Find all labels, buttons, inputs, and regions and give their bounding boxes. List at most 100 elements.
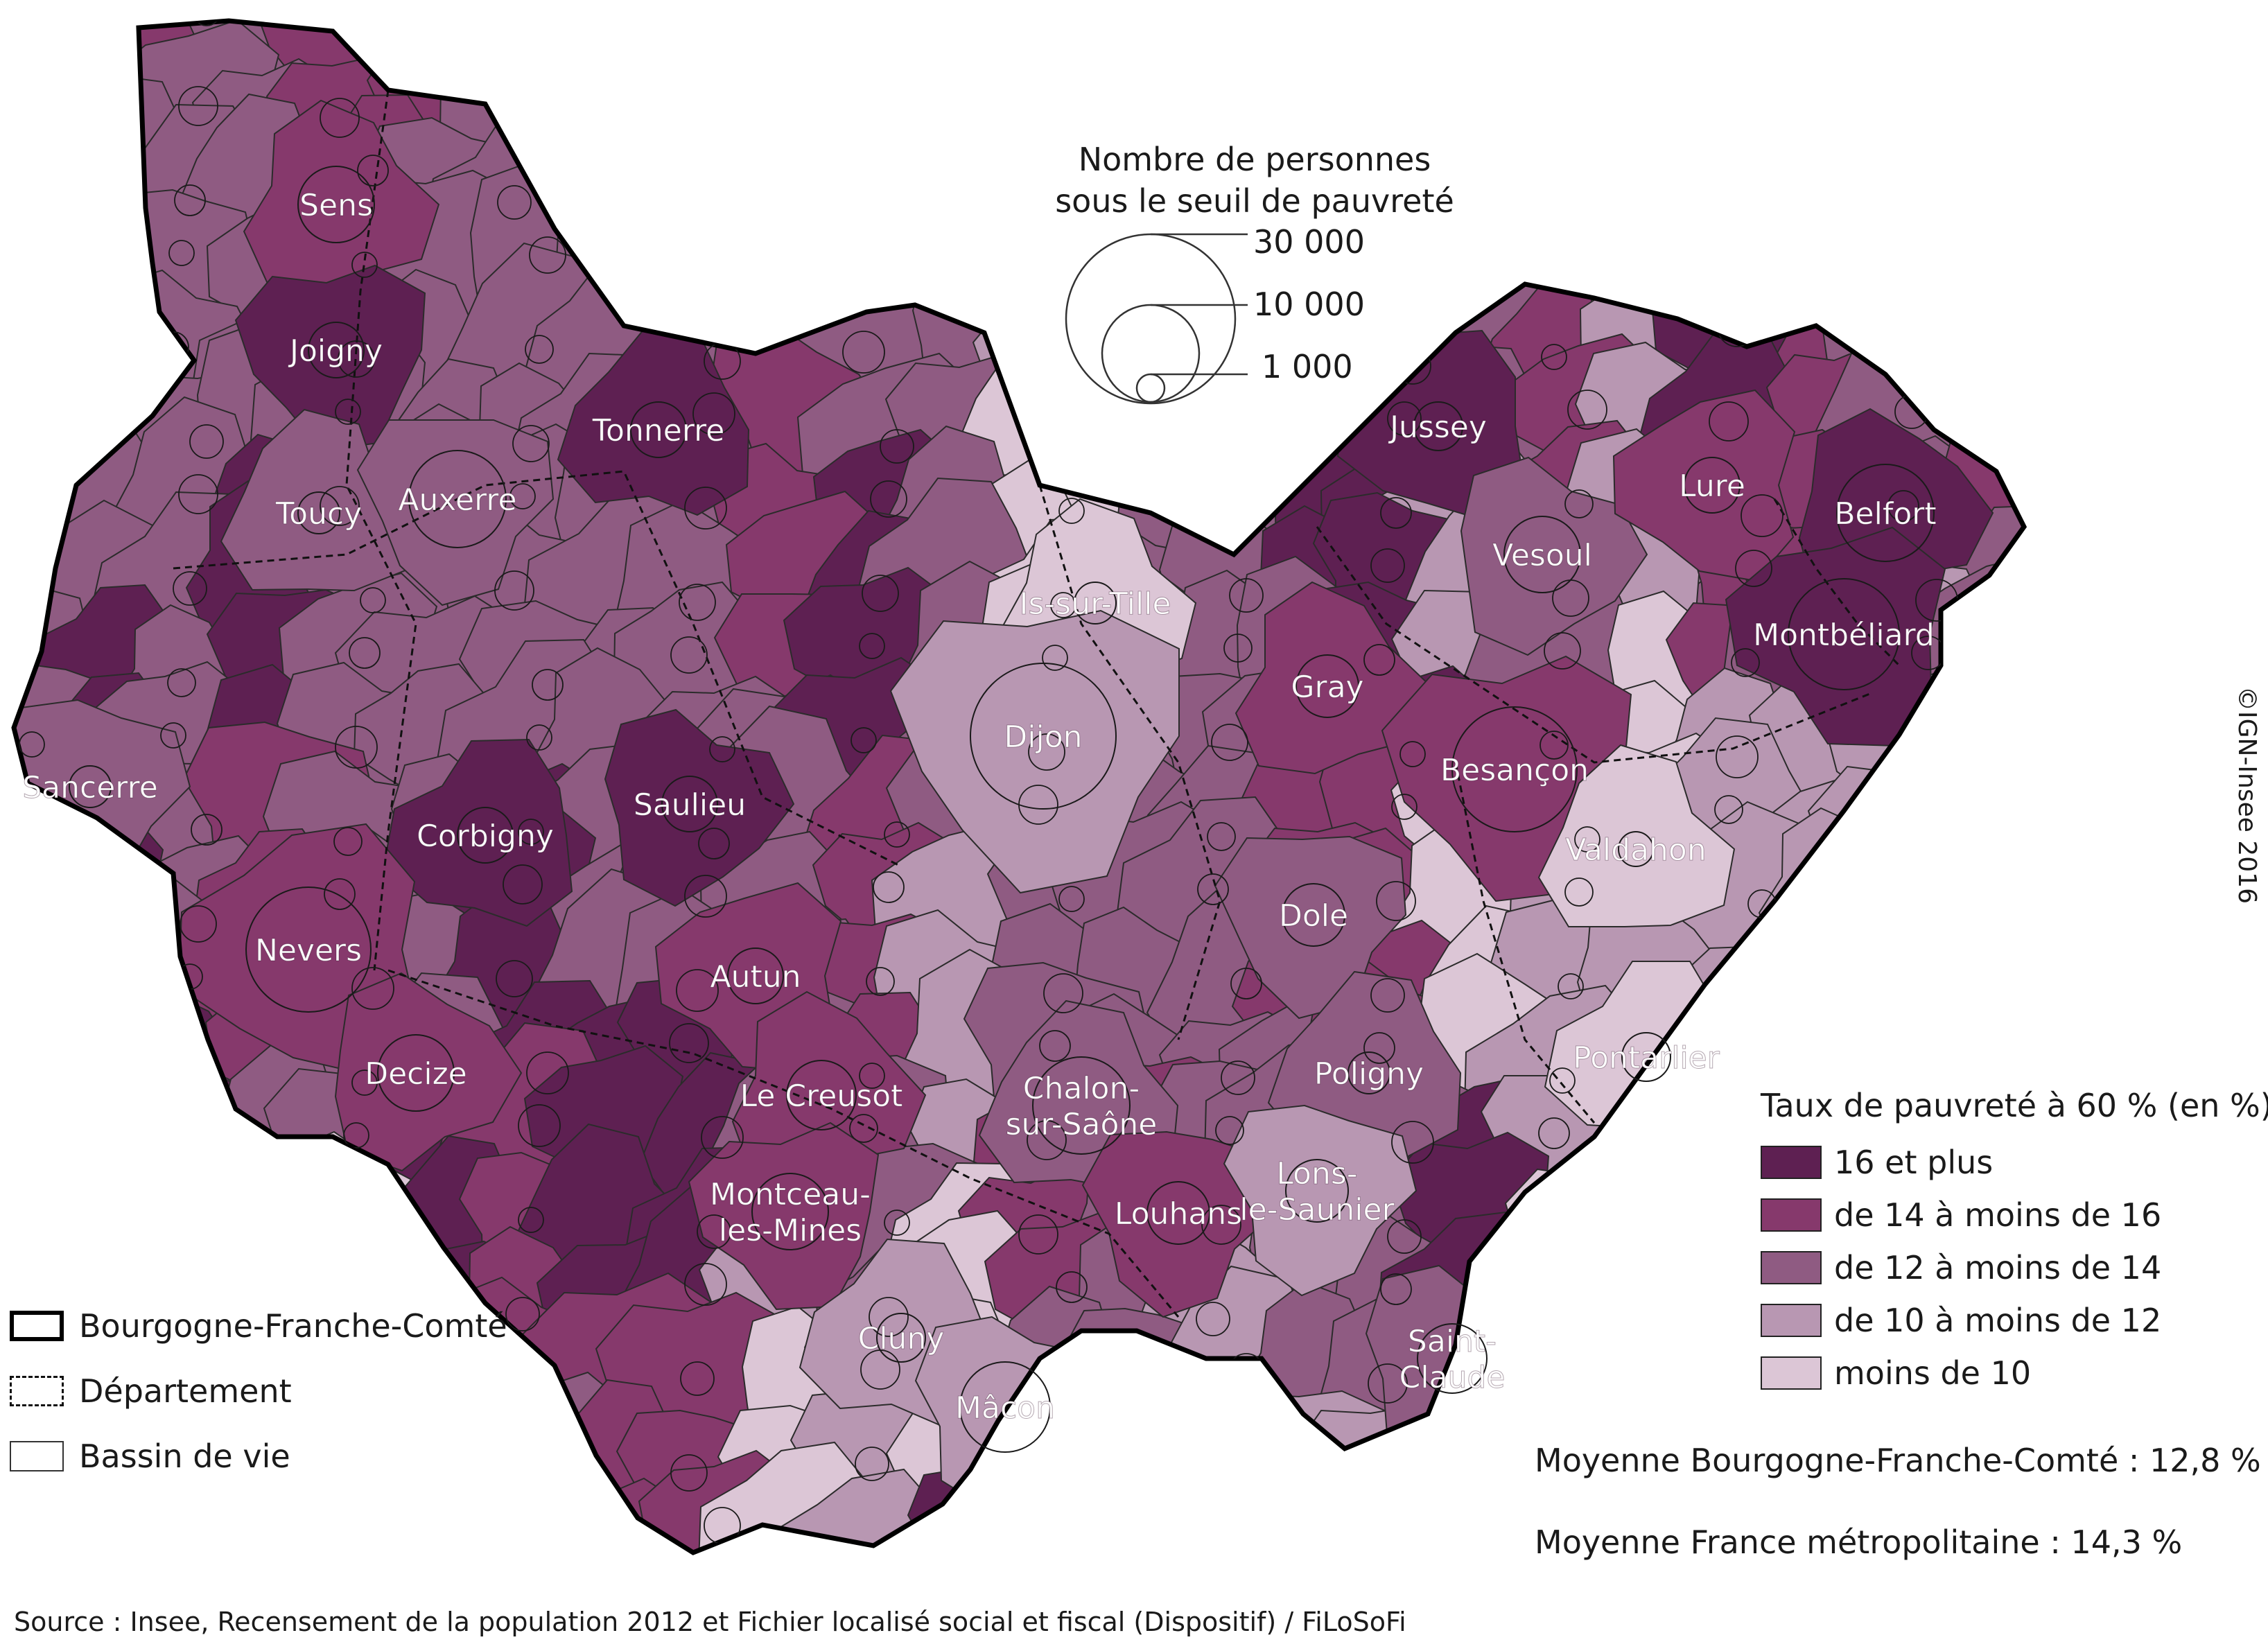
poverty-bubble xyxy=(360,587,386,613)
poverty-bubble xyxy=(160,1049,203,1092)
poverty-bubble xyxy=(518,1207,544,1233)
size-legend-value-10000: 10 000 xyxy=(1253,286,1365,323)
poverty-bubble xyxy=(1054,105,1089,140)
poverty-bubble xyxy=(1714,795,1743,824)
poverty-bubble xyxy=(863,188,898,222)
poverty-bubble xyxy=(1736,981,1771,1015)
poverty-bubble xyxy=(1735,550,1772,587)
poverty-bubble xyxy=(1387,401,1422,436)
poverty-bubble xyxy=(1741,494,1783,537)
poverty-bubble xyxy=(1216,1547,1243,1553)
poverty-bubble xyxy=(1050,592,1076,618)
bassin-cell xyxy=(1691,110,1831,256)
poverty-bubble xyxy=(525,335,554,364)
place-label: Le Creusot xyxy=(740,1078,903,1114)
poverty-bubble xyxy=(1904,731,1936,763)
poverty-bubble xyxy=(333,827,363,856)
bassin-cell xyxy=(1909,903,2024,1085)
poverty-bubble xyxy=(15,1115,49,1150)
boundary-legend-row: Bourgogne-Franche-Comté xyxy=(10,1307,507,1345)
poverty-bubble xyxy=(859,1063,885,1089)
place-label: Jussey xyxy=(1388,410,1487,445)
poverty-bubble xyxy=(679,584,716,621)
poverty-bubble xyxy=(174,184,206,216)
copyright-credit: ©IGN-Insee 2016 xyxy=(2233,686,2261,904)
poverty-bubble xyxy=(335,726,378,769)
poverty-bubble xyxy=(16,1546,48,1553)
place-label: Sancerre xyxy=(22,770,158,805)
bassin-cell xyxy=(175,1139,365,1330)
poverty-bubble xyxy=(14,241,20,283)
poverty-bubble xyxy=(697,1214,731,1249)
poverty-bubble xyxy=(1229,578,1264,613)
bassin-cell xyxy=(972,1453,1114,1553)
poverty-bubble xyxy=(867,89,910,132)
poverty-bubble xyxy=(1028,733,1065,771)
poverty-bubble xyxy=(880,429,914,464)
poverty-bubble xyxy=(630,401,687,458)
poverty-bubble xyxy=(377,1034,455,1112)
bassin-cell xyxy=(1810,21,1997,123)
poverty-bubble xyxy=(167,668,196,697)
poverty-bubble xyxy=(869,1297,909,1337)
place-label: Poligny xyxy=(1314,1056,1424,1092)
poverty-bubble xyxy=(192,21,221,26)
bassin-cell xyxy=(1722,985,1903,1158)
poverty-bubble xyxy=(1203,388,1240,426)
bassin-gray xyxy=(1235,581,1432,775)
poverty-bubble xyxy=(684,875,727,918)
rate-legend-row: 16 et plus xyxy=(1761,1144,2161,1181)
poverty-bubble xyxy=(1383,21,1426,52)
place-label: Chalon-sur-Saône xyxy=(1006,1071,1158,1142)
bassin-tonnerre xyxy=(557,328,750,516)
poverty-bubble xyxy=(351,252,378,278)
bassin-cell xyxy=(796,21,982,111)
bassin-cell xyxy=(1909,87,2024,268)
poverty-bubble xyxy=(859,633,885,659)
poverty-bubble xyxy=(1566,103,1592,129)
poverty-bubble xyxy=(884,821,910,848)
place-label: Tonnerre xyxy=(592,413,725,448)
poverty-bubble xyxy=(1413,401,1463,451)
bassin-cell xyxy=(1923,31,2024,204)
poverty-bubble xyxy=(245,886,372,1013)
poverty-bubble xyxy=(661,776,718,832)
poverty-bubble xyxy=(878,21,916,35)
poverty-bubble xyxy=(308,322,365,378)
rate-legend-row: de 12 à moins de 14 xyxy=(1761,1249,2161,1286)
poverty-bubble xyxy=(1230,968,1262,999)
poverty-bubble xyxy=(1017,21,1060,50)
poverty-bubble xyxy=(178,474,218,514)
france-average: Moyenne France métropolitaine : 14,3 % xyxy=(1535,1523,2183,1561)
poverty-bubble xyxy=(1542,243,1582,283)
bassin-cell xyxy=(14,263,137,462)
poverty-bubble xyxy=(873,871,905,903)
poverty-bubble xyxy=(178,86,218,126)
poverty-bubble xyxy=(349,637,381,669)
poverty-bubble xyxy=(1211,335,1248,373)
poverty-bubble xyxy=(1027,1120,1067,1160)
poverty-bubble xyxy=(691,105,720,134)
boundary-legend-row: Bassin de vie xyxy=(10,1438,507,1475)
poverty-bubble xyxy=(1146,1181,1210,1245)
boundary-legend: Bourgogne-Franche-Comté Département Bass… xyxy=(10,1307,507,1475)
poverty-bubble xyxy=(1924,157,1950,184)
poverty-bubble xyxy=(1887,102,1919,134)
bassin-lons--le-saunier xyxy=(1223,1104,1418,1297)
place-label: Cluny xyxy=(858,1321,945,1356)
region-boundary-label: Bourgogne-Franche-Comté xyxy=(79,1307,507,1345)
bassin-cell xyxy=(526,21,698,105)
poverty-bubble xyxy=(727,947,784,1004)
bassin-cell xyxy=(685,21,869,132)
bassin-cell xyxy=(1736,901,1901,1064)
poverty-bubble xyxy=(1018,1214,1058,1255)
bassin-decize xyxy=(334,972,523,1172)
poverty-bubble xyxy=(1549,1067,1576,1094)
poverty-bubble xyxy=(191,814,223,846)
poverty-bubble xyxy=(1887,490,1919,522)
poverty-bubble xyxy=(14,484,34,522)
poverty-bubble xyxy=(1074,582,1117,625)
poverty-bubble xyxy=(1564,489,1594,518)
poverty-bubble xyxy=(1892,821,1932,862)
